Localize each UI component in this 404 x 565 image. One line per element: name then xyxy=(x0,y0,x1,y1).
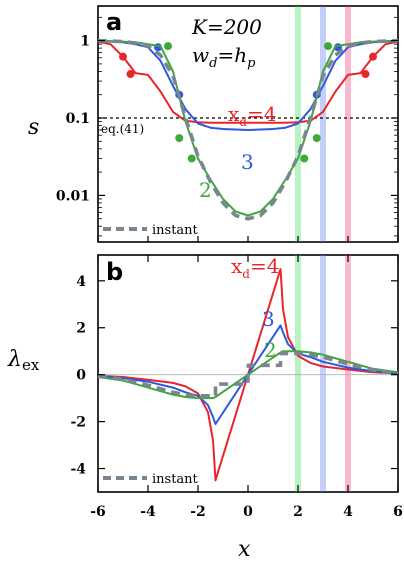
panel-a-vertical-bands xyxy=(295,6,351,242)
annotation-k-text: K=200 xyxy=(191,15,262,39)
panel-a-dot-2-2 xyxy=(187,154,196,163)
panel-b-xtick-label-2: -2 xyxy=(190,504,206,520)
panel-a-ytick-label-0: 1 xyxy=(80,34,90,50)
panel-a-dot-x-d-4-2 xyxy=(361,70,370,79)
panel-b-ylabel: λex xyxy=(7,347,40,374)
panel-a-dot-x-d-4-0 xyxy=(119,52,127,61)
annotation-w-main: w xyxy=(192,43,209,67)
series-label-b-xd4: xd=4 xyxy=(231,254,279,281)
panel-b-ytick-label-3: -2 xyxy=(70,415,86,431)
panel-b-ytick-label-1: 2 xyxy=(76,321,86,337)
panel-a-series-x-d-4 xyxy=(97,40,399,124)
panel-a-series-3 xyxy=(97,39,399,131)
series-label-a-xd4-rest: =4 xyxy=(247,102,276,126)
panel-b-xtick-label-5: 4 xyxy=(343,504,353,520)
panel-b-xtick-label-4: 2 xyxy=(293,504,303,520)
panel-a-series xyxy=(97,38,399,221)
annotation-w: wd=hp xyxy=(192,43,256,71)
panel-a-series-labels: xd=4 3 2 xyxy=(199,102,276,202)
panel-b-series-instant xyxy=(97,351,399,398)
annotation-w-sub2: p xyxy=(247,56,256,71)
panel-a: 10.10.01 a s K=200 wd=hp eq.(41) instant… xyxy=(28,5,399,243)
panel-b-vertical-bands xyxy=(295,255,351,492)
panel-b-ytick-label-0: 4 xyxy=(76,274,86,290)
panel-a-y-ticks: 1 0.1 0.01 xyxy=(56,16,399,242)
panel-b-series xyxy=(97,268,399,482)
series-label-a-xd4: xd=4 xyxy=(228,102,276,129)
panel-a-series-2 xyxy=(97,39,399,217)
series-label-b-3: 3 xyxy=(262,307,275,331)
panel-b-band-x3 xyxy=(320,255,326,492)
legend-label-a: instant xyxy=(152,223,199,238)
panel-a-ytick-label-2: 0.01 xyxy=(56,188,90,204)
panel-a-dot-2-1 xyxy=(175,134,184,143)
panel-a-band-x3 xyxy=(320,6,326,242)
panel-b-xtick-label-6: 6 xyxy=(393,504,403,520)
panel-a-ytick-label-1: 0.1 xyxy=(66,111,90,127)
panel-a-dot-x-d-4-3 xyxy=(369,52,377,61)
annotation-w-sub: d xyxy=(209,56,217,71)
series-label-a-xd4-sub: d xyxy=(239,115,247,129)
panel-b-ylabel-sub: ex xyxy=(22,356,40,374)
panel-a-series-instant xyxy=(97,38,399,221)
series-label-b-xd4-rest: =4 xyxy=(250,254,279,278)
panel-a-dot-2-0 xyxy=(164,42,172,51)
panel-b-letter: b xyxy=(106,258,123,286)
panel-b-xtick-label-1: -4 xyxy=(140,504,156,520)
series-label-a-2: 2 xyxy=(199,178,212,202)
panel-a-band-x4 xyxy=(345,6,351,242)
panel-b-ytick-label-2: 0 xyxy=(76,368,86,384)
panel-b-x-ticks: -6 -4 -2 0 2 4 6 xyxy=(90,255,403,520)
series-label-b-xd4-sub: d xyxy=(242,267,250,281)
annotation-k: K=200 xyxy=(191,15,262,39)
panel-b-xtick-label-3: 0 xyxy=(243,504,253,520)
panel-a-legend: instant xyxy=(103,223,199,238)
panel-b-y-ticks: 4 2 0 -2 -4 xyxy=(70,274,398,478)
panel-b-xlabel: x xyxy=(238,537,251,562)
series-label-a-xd4-main: x xyxy=(228,102,240,126)
panel-b-series-labels: xd=4 3 2 xyxy=(231,254,279,362)
panel-a-ylabel: s xyxy=(28,115,39,140)
panel-b: 4 2 0 -2 -4 -6 -4 -2 0 2 4 6 b λex x instant xd=4 … xyxy=(7,254,403,562)
panel-b-ytick-label-4: -4 xyxy=(70,462,86,478)
panel-a-letter: a xyxy=(106,8,122,36)
series-label-b-2: 2 xyxy=(264,338,277,362)
panel-a-dot-2-3 xyxy=(300,154,309,163)
panel-b-ylabel-main: λ xyxy=(7,347,22,372)
panel-a-dot-2-5 xyxy=(324,42,332,51)
legend-label-b: instant xyxy=(152,472,199,487)
panel-b-band-x4 xyxy=(345,255,351,492)
panel-b-xtick-label-0: -6 xyxy=(90,504,106,520)
annotation-w-eq: =h xyxy=(217,43,247,67)
panel-a-dot-2-4 xyxy=(312,134,321,143)
series-label-a-3: 3 xyxy=(241,150,254,174)
panel-b-legend: instant xyxy=(103,472,199,487)
series-label-b-xd4-main: x xyxy=(231,254,243,278)
panel-b-band-x2 xyxy=(295,255,301,492)
reference-line-label: eq.(41) xyxy=(101,122,144,136)
panel-a-dot-x-d-4-1 xyxy=(126,70,135,79)
